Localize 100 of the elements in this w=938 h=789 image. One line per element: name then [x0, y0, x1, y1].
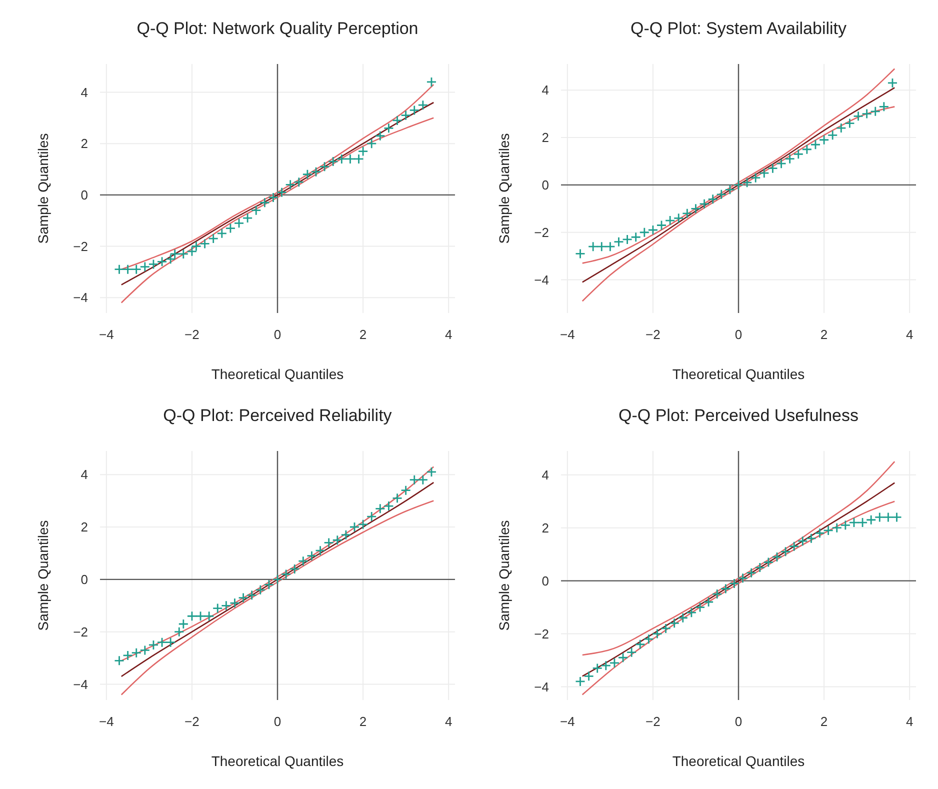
point [225, 223, 236, 234]
point [409, 474, 420, 486]
point [754, 562, 766, 573]
x-tick-label: 2 [820, 714, 828, 729]
point [426, 466, 437, 478]
x-axis-title: Theoretical Quantiles [672, 753, 805, 769]
point [246, 590, 258, 600]
point [148, 640, 159, 650]
point [358, 519, 368, 530]
line-series [120, 117, 434, 304]
point [738, 572, 748, 584]
point [366, 511, 377, 522]
x-tick-label: −4 [99, 714, 114, 729]
y-tick-label: −2 [73, 624, 88, 640]
chart-title: Q-Q Plot: Perceived Usefulness [618, 406, 858, 425]
point [758, 168, 770, 178]
line-series [582, 500, 896, 696]
point [276, 187, 287, 198]
x-tick-label: 0 [274, 327, 282, 342]
point [264, 579, 274, 590]
x-tick-label: −2 [184, 714, 200, 729]
chart-title: Q-Q Plot: Perceived Reliability [163, 406, 392, 425]
y-tick-label: −2 [73, 238, 88, 254]
point [750, 172, 761, 184]
x-tick-label: 0 [734, 714, 742, 729]
point [588, 241, 598, 252]
point [212, 603, 223, 614]
y-tick-label: 0 [80, 187, 88, 202]
x-tick-label: −2 [646, 714, 660, 729]
y-tick-label: −4 [534, 679, 549, 694]
x-tick-label: 4 [444, 327, 452, 342]
point [174, 626, 184, 638]
point [122, 650, 133, 661]
point [793, 148, 804, 160]
point [622, 234, 632, 245]
line-series [582, 87, 896, 283]
point [392, 115, 402, 126]
point [255, 584, 266, 596]
point [682, 208, 692, 219]
point [358, 146, 368, 156]
point [742, 177, 752, 188]
point [604, 241, 616, 252]
y-tick-label: 4 [542, 82, 549, 98]
line-series [582, 482, 896, 677]
point [280, 568, 292, 580]
point [426, 76, 437, 88]
point [678, 612, 688, 624]
point [823, 525, 834, 536]
chart-title: Q-Q Plot: System Availability [630, 19, 848, 38]
y-tick-label: −4 [534, 272, 549, 288]
y-tick-label: 2 [542, 130, 549, 146]
point [832, 522, 842, 534]
point [626, 647, 637, 658]
point [392, 492, 402, 504]
point [614, 236, 624, 248]
point [844, 118, 855, 128]
point [806, 533, 816, 544]
point [776, 158, 786, 169]
point [652, 628, 662, 639]
point [319, 161, 330, 172]
point [220, 600, 232, 611]
line-series [582, 460, 896, 656]
point [575, 248, 586, 259]
y-axis-title: Sample Quantiles [496, 133, 512, 244]
y-tick-label: 0 [542, 573, 549, 588]
point [648, 224, 658, 236]
point [400, 485, 412, 496]
point [763, 557, 774, 568]
point [302, 169, 313, 180]
point [827, 130, 838, 140]
point [618, 652, 628, 663]
x-tick-label: −4 [99, 327, 114, 342]
point [156, 256, 168, 267]
point [328, 156, 338, 167]
x-axis-title: Theoretical Quantiles [672, 366, 805, 382]
point [165, 254, 176, 264]
point [345, 154, 356, 164]
x-tick-label: −2 [184, 327, 200, 342]
point [866, 514, 876, 526]
point [114, 655, 124, 666]
point [268, 192, 278, 203]
point [374, 503, 386, 514]
point [887, 78, 898, 88]
point [216, 228, 228, 239]
point [780, 546, 791, 557]
y-tick-label: 4 [80, 467, 88, 482]
point [122, 264, 133, 275]
point [148, 259, 159, 270]
y-tick-label: 0 [80, 572, 88, 587]
point [234, 218, 244, 228]
point [354, 154, 364, 164]
chart-title: Q-Q Plot: Network Quality Perception [136, 19, 418, 38]
point [238, 592, 248, 603]
x-tick-label: 0 [734, 327, 742, 342]
point [294, 176, 304, 188]
point [242, 212, 253, 224]
point [634, 639, 646, 650]
x-tick-label: 4 [906, 714, 914, 729]
point [418, 474, 428, 486]
point [140, 262, 150, 272]
